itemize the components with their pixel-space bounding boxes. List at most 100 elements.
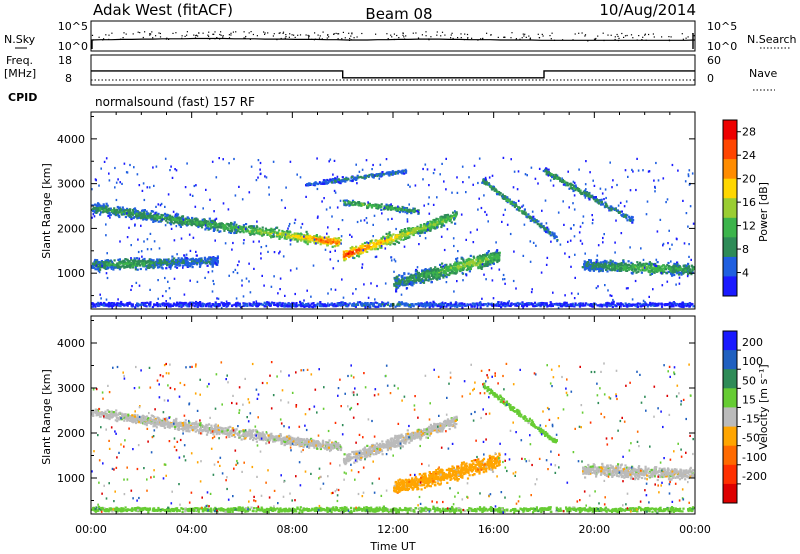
heatmap-cell bbox=[168, 264, 171, 267]
heatmap-cell bbox=[439, 268, 442, 271]
noise-sample-point bbox=[428, 38, 430, 40]
heatmap-cell bbox=[345, 254, 348, 257]
heatmap-cell bbox=[490, 256, 493, 260]
heatmap-cell bbox=[597, 201, 600, 204]
heatmap-cell bbox=[416, 225, 419, 228]
heatmap-cell bbox=[200, 260, 203, 263]
heatmap-cell bbox=[604, 262, 608, 265]
heatmap-cell bbox=[449, 263, 452, 266]
heatmap-cell bbox=[674, 269, 677, 272]
heatmap-cell bbox=[484, 254, 487, 257]
heatmap-cell bbox=[445, 221, 448, 224]
heatmap-cell bbox=[120, 265, 123, 268]
heatmap-cell bbox=[445, 214, 448, 217]
heatmap-cell bbox=[596, 262, 599, 265]
beam-title: Beam 08 bbox=[365, 5, 432, 23]
heatmap-cell bbox=[282, 234, 285, 237]
noise-sample-point bbox=[642, 36, 644, 38]
heatmap-cell bbox=[498, 193, 501, 196]
heatmap-cell bbox=[99, 263, 102, 266]
heatmap-cell bbox=[102, 205, 105, 208]
heatmap-cell bbox=[355, 245, 358, 248]
noise-sample-point bbox=[317, 34, 319, 36]
heatmap-cell bbox=[423, 228, 426, 231]
heatmap-cell bbox=[398, 274, 401, 277]
noise-sample-point bbox=[529, 37, 531, 39]
heatmap-cell bbox=[683, 267, 686, 270]
heatmap-cell bbox=[414, 277, 417, 280]
heatmap-cell bbox=[522, 210, 525, 213]
heatmap-cell bbox=[428, 268, 431, 271]
heatmap-cell bbox=[125, 263, 128, 266]
heatmap-cell bbox=[337, 242, 340, 246]
noise-sample-point bbox=[477, 39, 479, 41]
heatmap-cell bbox=[278, 235, 281, 238]
heatmap-cell bbox=[94, 268, 97, 271]
heatmap-cell bbox=[414, 231, 417, 234]
heatmap-cell bbox=[401, 279, 404, 282]
heatmap-cell bbox=[179, 219, 182, 222]
heatmap-cell bbox=[576, 187, 579, 190]
heatmap-cell bbox=[145, 210, 148, 213]
noise-sample-point bbox=[245, 35, 247, 38]
noise-sample-point bbox=[661, 36, 663, 38]
noise-sample-point bbox=[159, 36, 162, 38]
heatmap-cell bbox=[480, 266, 483, 269]
heatmap-cell bbox=[389, 204, 392, 207]
noise-sample-point bbox=[562, 39, 564, 41]
heatmap-cell bbox=[584, 304, 587, 307]
heatmap-cell bbox=[258, 232, 261, 235]
heatmap-cell bbox=[515, 204, 518, 207]
noise-sample-point bbox=[522, 33, 524, 35]
heatmap-cell bbox=[337, 239, 340, 242]
heatmap-cell bbox=[309, 240, 312, 244]
noise-sample-point bbox=[243, 37, 245, 39]
heatmap-cell bbox=[149, 216, 152, 219]
heatmap-cell bbox=[601, 264, 604, 267]
heatmap-cell bbox=[428, 277, 431, 280]
heatmap-cell bbox=[570, 183, 573, 186]
heatmap-cell bbox=[563, 180, 566, 183]
heatmap-cell bbox=[599, 267, 602, 270]
heatmap-cell bbox=[395, 304, 398, 307]
heatmap-cell bbox=[390, 206, 393, 209]
heatmap-cell bbox=[653, 271, 656, 274]
power-heatmap bbox=[91, 156, 695, 310]
heatmap-cell bbox=[522, 212, 525, 215]
heatmap-cell bbox=[622, 215, 625, 218]
noise-sample-point bbox=[308, 37, 310, 39]
heatmap-cell bbox=[105, 260, 108, 264]
heatmap-cell bbox=[583, 260, 586, 263]
heatmap-cell bbox=[190, 219, 193, 222]
heatmap-cell bbox=[461, 265, 464, 268]
heatmap-cell bbox=[321, 236, 324, 239]
heatmap-cell bbox=[648, 261, 651, 264]
heatmap-cell bbox=[394, 236, 397, 239]
heatmap-cell bbox=[113, 259, 116, 262]
heatmap-cell bbox=[468, 261, 471, 264]
heatmap-cell bbox=[429, 229, 432, 232]
heatmap-cell bbox=[97, 209, 100, 212]
heatmap-cell bbox=[196, 221, 199, 224]
heatmap-cell bbox=[97, 269, 100, 272]
noise-sample-point bbox=[142, 36, 144, 39]
heatmap-cell bbox=[101, 206, 104, 209]
heatmap-cell bbox=[416, 272, 420, 275]
heatmap-cell bbox=[283, 236, 287, 239]
heatmap-cell bbox=[133, 257, 136, 260]
heatmap-cell bbox=[320, 239, 323, 242]
heatmap-cell bbox=[308, 239, 311, 242]
heatmap-cell bbox=[397, 234, 400, 237]
heatmap-cell bbox=[479, 259, 482, 262]
noise-sample-point bbox=[528, 35, 530, 37]
noise-sample-point bbox=[595, 37, 597, 40]
heatmap-cell bbox=[104, 259, 107, 262]
heatmap-cell bbox=[169, 214, 172, 217]
heatmap-cell bbox=[110, 263, 113, 266]
heatmap-cell bbox=[388, 238, 391, 241]
heatmap-cell bbox=[415, 270, 418, 273]
heatmap-cell bbox=[610, 264, 613, 267]
heatmap-cell bbox=[311, 239, 314, 242]
heatmap-cell bbox=[271, 229, 274, 232]
